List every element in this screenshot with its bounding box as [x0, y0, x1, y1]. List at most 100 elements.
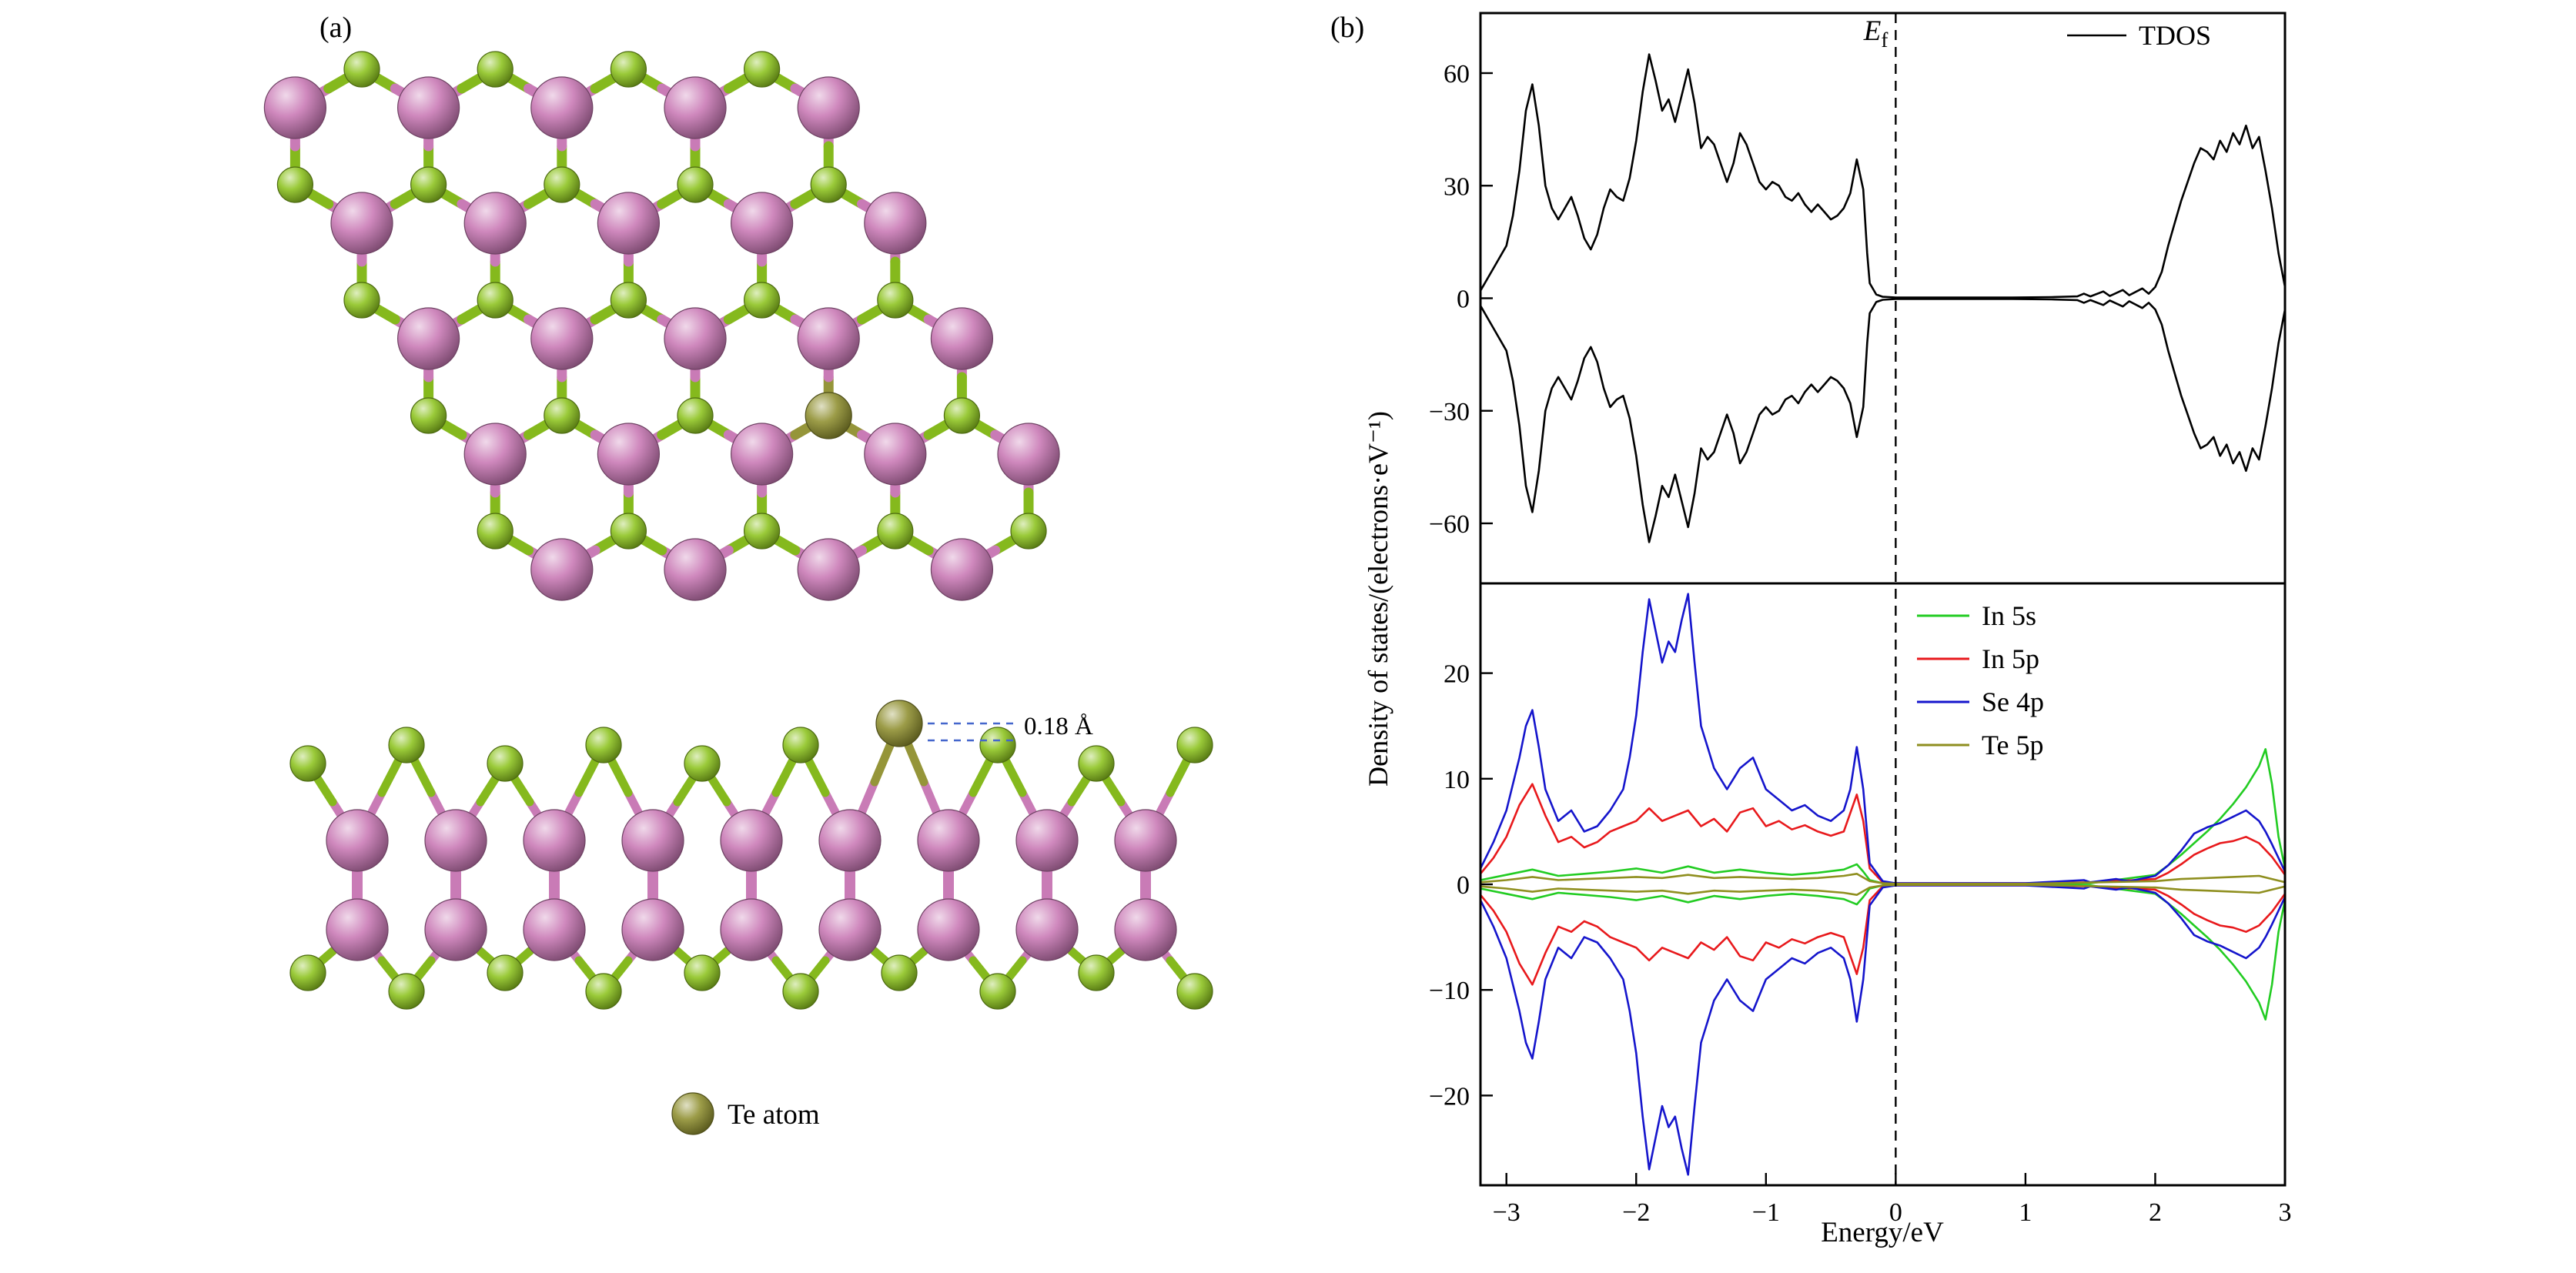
curve-tdos-up [1479, 53, 2287, 299]
y-axis-label: Density of states/(electrons·eV⁻¹) [1363, 411, 1393, 787]
in-atom-sideview [523, 898, 586, 961]
curve-te-5p-up [1479, 873, 2287, 885]
in-atom-sideview [424, 809, 487, 872]
se-atom-topview [677, 397, 714, 434]
in-atom-topview [397, 307, 460, 370]
se-atom-topview [610, 282, 647, 319]
in-atom-sideview [720, 809, 783, 872]
in-atom-sideview [917, 898, 980, 961]
se-atom-sideview [289, 745, 326, 782]
se-atom-sideview [289, 954, 326, 991]
y-tick-label: 10 [1444, 766, 1470, 794]
se-atom-sideview [585, 727, 622, 763]
in-atom-topview [530, 307, 594, 370]
y-tick-label: 0 [1457, 871, 1470, 900]
se-atom-topview [410, 166, 447, 203]
in-atom-topview [864, 423, 927, 486]
se-atom-topview [1010, 513, 1047, 550]
se-atom-sideview [1078, 954, 1115, 991]
y-tick-label: 60 [1444, 60, 1470, 89]
in-atom-sideview [523, 809, 586, 872]
in-atom-sideview [720, 898, 783, 961]
curve-in-5s-down [1479, 884, 2287, 1021]
te-atom-legend-label: Te atom [728, 1099, 820, 1131]
in-atom-topview [797, 76, 860, 139]
in-atom-topview [997, 423, 1060, 486]
in-atom-sideview [917, 809, 980, 872]
in-atom-topview [597, 192, 661, 255]
in-atom-topview [397, 76, 460, 139]
axes-box [1479, 12, 2287, 585]
se-atom-topview [544, 166, 580, 203]
se-atom-topview [744, 513, 781, 550]
curve-in-5p-up [1479, 783, 2287, 884]
se-atom-sideview [979, 727, 1016, 763]
crystal-structure-canvas [263, 51, 1213, 1135]
se-atom-topview [276, 166, 313, 203]
se-atom-topview [877, 513, 914, 550]
se-atom-sideview [782, 727, 819, 763]
in-atom-topview [864, 192, 927, 255]
se-atom-topview [610, 513, 647, 550]
x-tick-label: 2 [2149, 1198, 2162, 1227]
in-atom-topview [330, 192, 393, 255]
se-atom-topview [610, 51, 647, 88]
y-tick-label: −20 [1429, 1082, 1470, 1111]
curve-in-5p-down [1479, 884, 2287, 986]
se-atom-sideview [388, 727, 425, 763]
curve-tdos-down [1479, 298, 2287, 543]
in-atom-topview [463, 423, 527, 486]
in-atom-sideview [1015, 809, 1079, 872]
se-atom-sideview [1078, 745, 1115, 782]
tdos-legend-label: TDOS [2139, 20, 2211, 51]
se-atom-sideview [979, 973, 1016, 1010]
se-atom-topview [544, 397, 580, 434]
se-atom-topview [343, 282, 380, 319]
distance-annotation-label: 0.18 Å [1024, 713, 1093, 740]
se-atom-topview [877, 282, 914, 319]
se-atom-sideview [1176, 727, 1213, 763]
in-atom-sideview [424, 898, 487, 961]
in-atom-sideview [621, 898, 684, 961]
y-tick-label: −10 [1429, 977, 1470, 1005]
te-atom-topview [805, 392, 852, 439]
se-atom-topview [477, 513, 514, 550]
in-atom-sideview [1114, 898, 1177, 961]
x-tick-label: 0 [1889, 1198, 1902, 1227]
curve-te-5p-down [1479, 884, 2287, 896]
curve-se-4p-up [1479, 593, 2287, 884]
se-atom-sideview [585, 973, 622, 1010]
axes-box [1479, 582, 2287, 1187]
in-atom-sideview [1114, 809, 1177, 872]
in-atom-topview [597, 423, 661, 486]
in-atom-topview [530, 538, 594, 601]
x-axis-label: Energy/eV [1821, 1217, 1944, 1248]
pdos-legend-label-te-5p: Te 5p [1982, 730, 2043, 760]
in-atom-topview [731, 423, 794, 486]
se-atom-sideview [487, 745, 524, 782]
in-atom-sideview [818, 898, 882, 961]
in-atom-sideview [621, 809, 684, 872]
y-tick-label: −30 [1429, 398, 1470, 426]
se-atom-topview [810, 166, 847, 203]
pdos-legend-label-in-5p: In 5p [1982, 643, 2039, 674]
se-atom-topview [943, 397, 981, 434]
curve-se-4p-down [1479, 884, 2287, 1176]
x-tick-label: 3 [2279, 1198, 2292, 1227]
in-atom-topview [930, 538, 994, 601]
in-atom-topview [664, 538, 727, 601]
x-tick-label: 1 [2019, 1198, 2032, 1227]
curve-in-5s-up [1479, 748, 2287, 885]
x-tick-label: −3 [1493, 1198, 1521, 1227]
panel-b-label: (b) [1330, 12, 1365, 44]
fermi-level-label: Ef [1863, 15, 1889, 52]
se-atom-topview [677, 166, 714, 203]
te-legend-marker [671, 1092, 714, 1135]
in-atom-topview [797, 538, 860, 601]
se-atom-sideview [881, 954, 918, 991]
se-atom-sideview [684, 954, 721, 991]
in-atom-topview [930, 307, 994, 370]
se-atom-sideview [782, 973, 819, 1010]
